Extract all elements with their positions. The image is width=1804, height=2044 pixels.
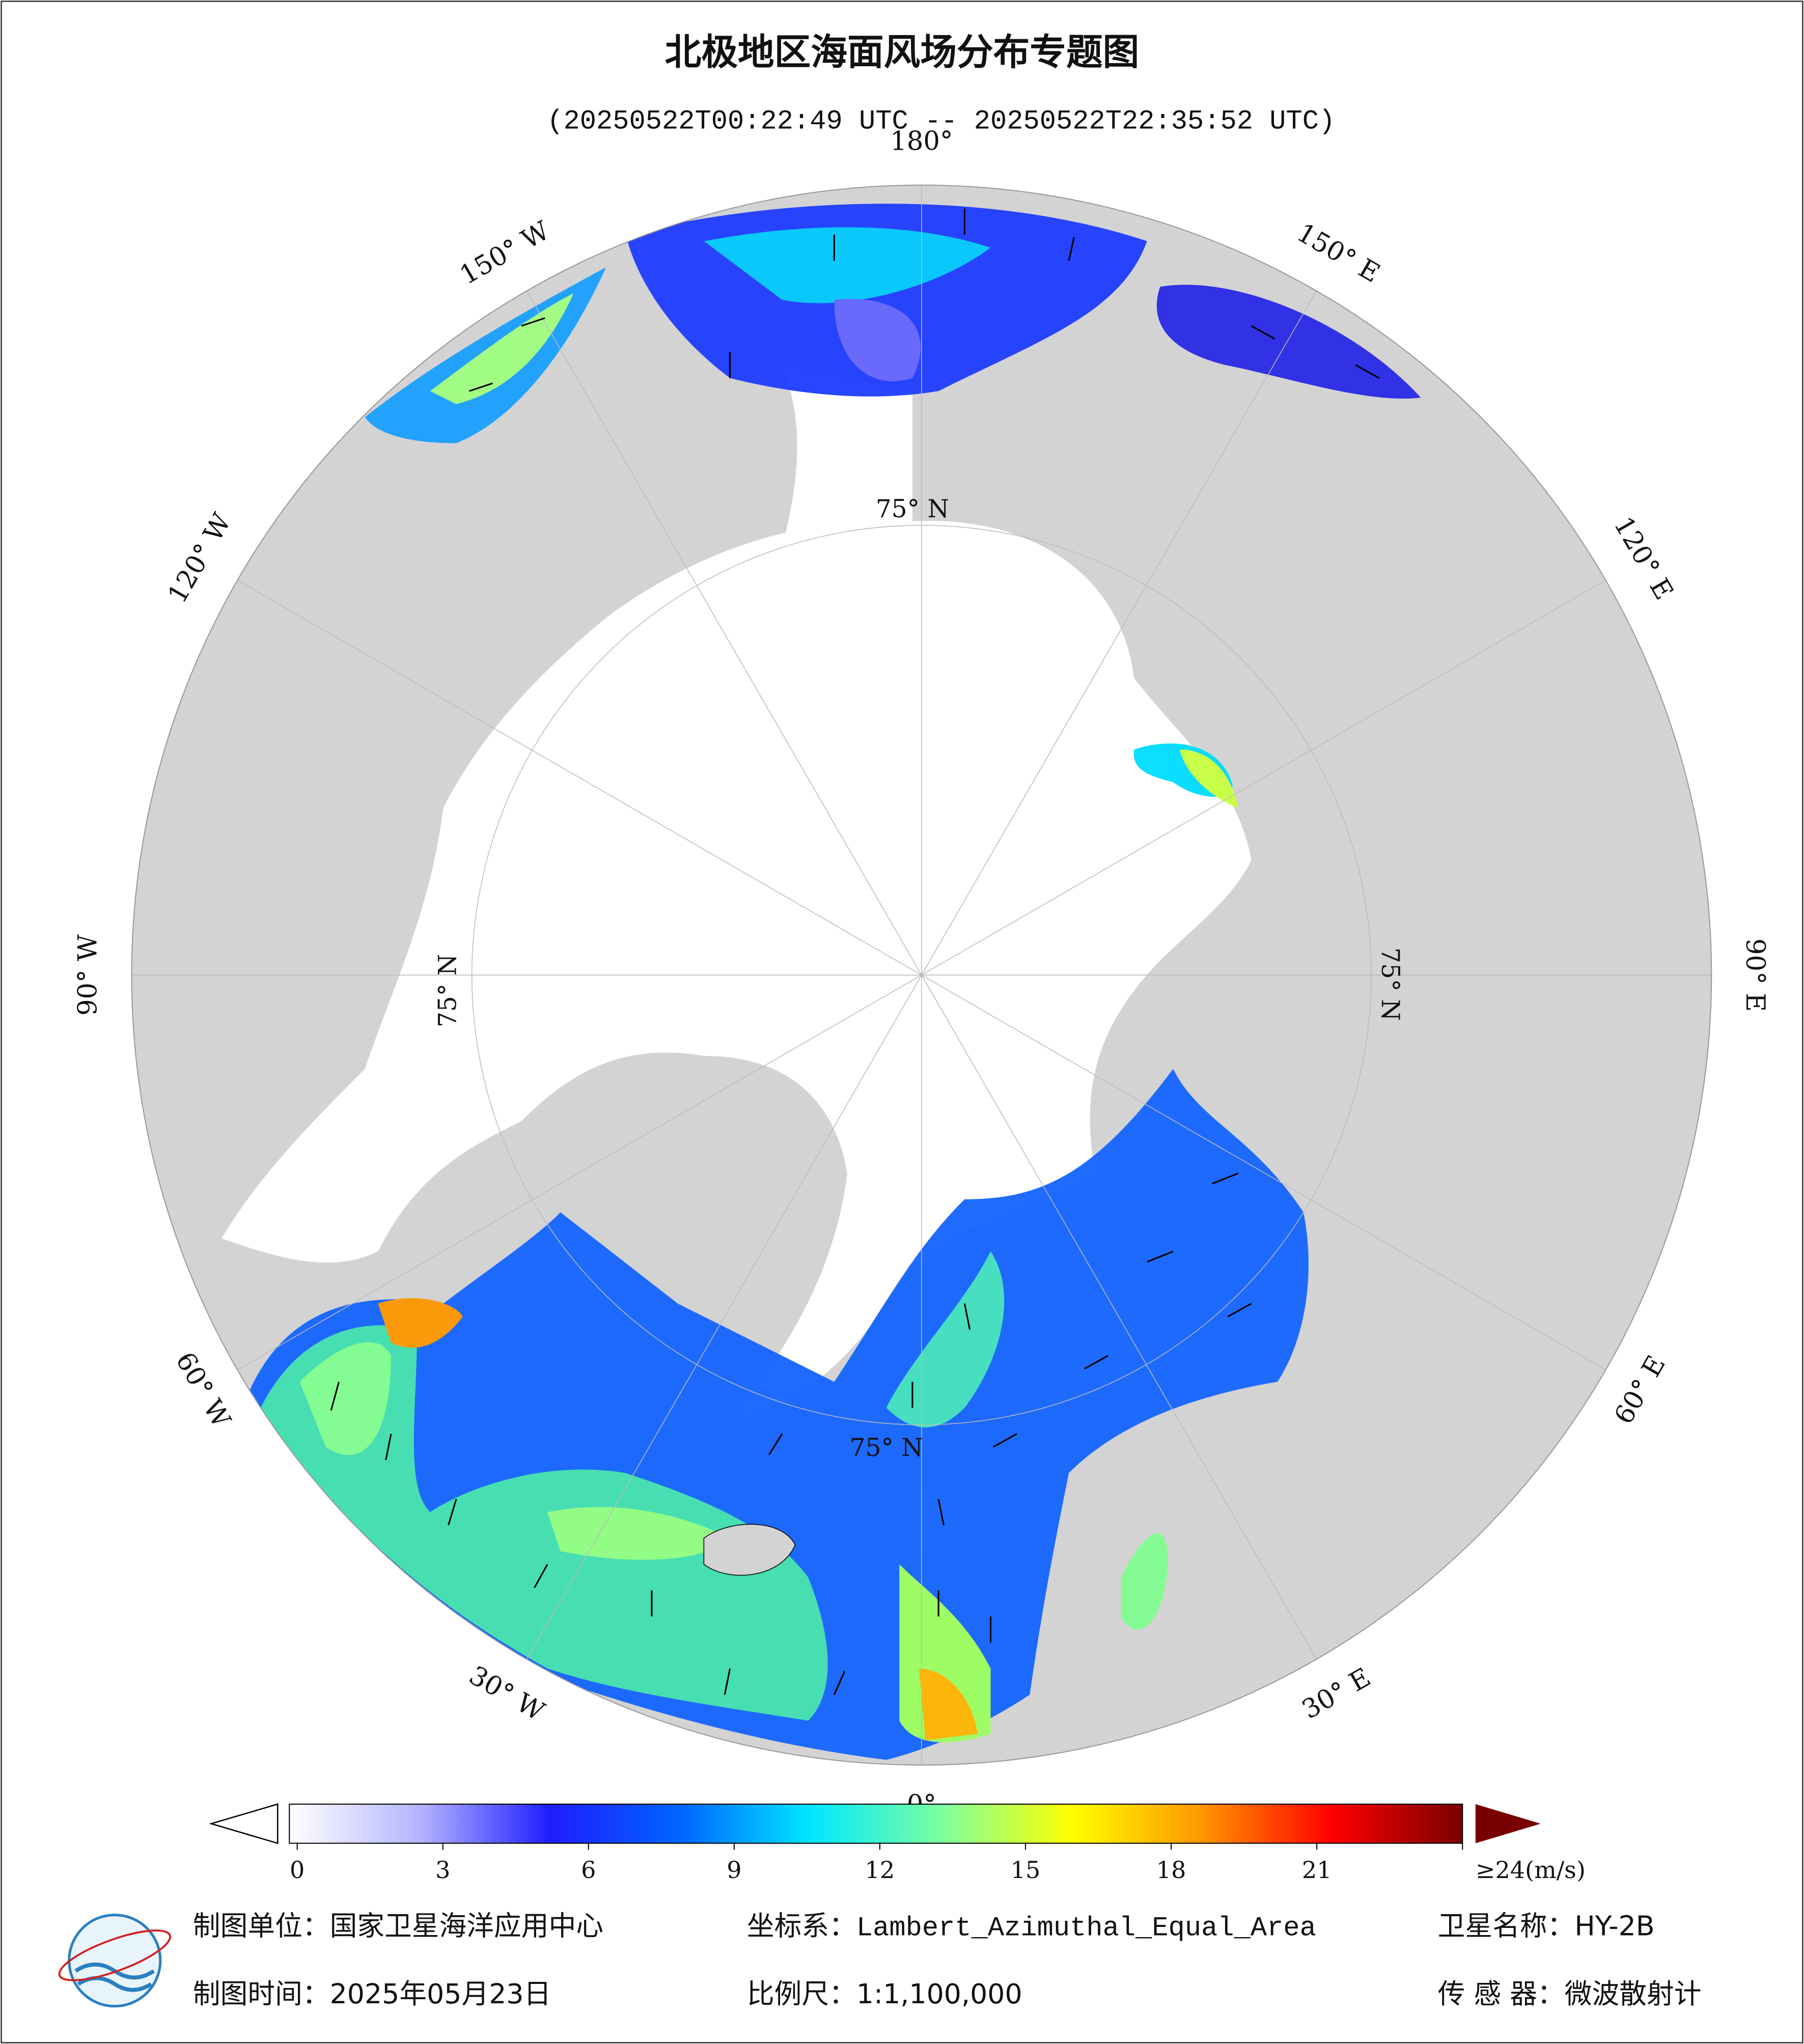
colorbar-ticks: 0 3 6 9 12 15 18 21 ≥24(m/s) [290, 1843, 1586, 1884]
wind-field [247, 204, 1421, 1760]
colorbar-tick-label: 6 [581, 1856, 596, 1884]
iceland [703, 1524, 796, 1576]
logo [58, 1913, 171, 2008]
colorbar-over [1475, 1804, 1541, 1843]
latitude-label: 75° N [850, 1434, 923, 1462]
footer-date: 制图时间：2025年05月23日 [193, 1978, 551, 2010]
colorbar-tick-label: 3 [435, 1856, 450, 1884]
footer-sensor: 传 感 器：微波散射计 [1438, 1978, 1702, 2010]
longitude-label: 180° [890, 126, 953, 157]
wind-arrows [330, 208, 1380, 1695]
colorbar-tick-label: 9 [727, 1856, 741, 1884]
colorbar-tick-label: 21 [1302, 1856, 1332, 1884]
colorbar-tick-label: 15 [1011, 1856, 1041, 1884]
title: 北极地区海面风场分布专题图 [665, 31, 1140, 73]
footer-satellite: 卫星名称：HY-2B [1438, 1910, 1655, 1942]
longitude-label: 90° W [73, 934, 103, 1016]
map-border [131, 184, 1712, 1766]
footer-scale: 比例尺：1:1,100,000 [747, 1978, 1022, 2010]
colorbar-tick-label: 12 [865, 1856, 895, 1884]
latitude-label: 75° N [876, 495, 949, 523]
graticule [131, 185, 1712, 1766]
latitude-label: 75° N [434, 954, 462, 1027]
footer-unit: 制图单位：国家卫星海洋应用中心 [193, 1910, 603, 1942]
latitude-labels: 75° N 75° N 75° N 75° N [434, 495, 1404, 1462]
colorbar-tick-label: ≥24(m/s) [1476, 1856, 1586, 1884]
bering-ice [782, 365, 912, 548]
sea-ice [221, 520, 1252, 1421]
colorbar-tick-label: 0 [290, 1856, 304, 1884]
map-body [131, 185, 1712, 1766]
latitude-label: 75° N [1376, 947, 1404, 1021]
colorbar-under [209, 1803, 279, 1844]
colorbar [289, 1803, 1463, 1844]
footer-crs: 坐标系：Lambert_Azimuthal_Equal_Area [747, 1912, 1316, 1944]
colorbar-tick-label: 18 [1156, 1856, 1186, 1884]
longitude-label: 90° E [1740, 938, 1770, 1012]
subtitle: (20250522T00:22:49 UTC -- 20250522T22:35… [547, 106, 1335, 137]
footer: 制图单位：国家卫星海洋应用中心 坐标系：Lambert_Azimuthal_Eq… [193, 1910, 1702, 2010]
